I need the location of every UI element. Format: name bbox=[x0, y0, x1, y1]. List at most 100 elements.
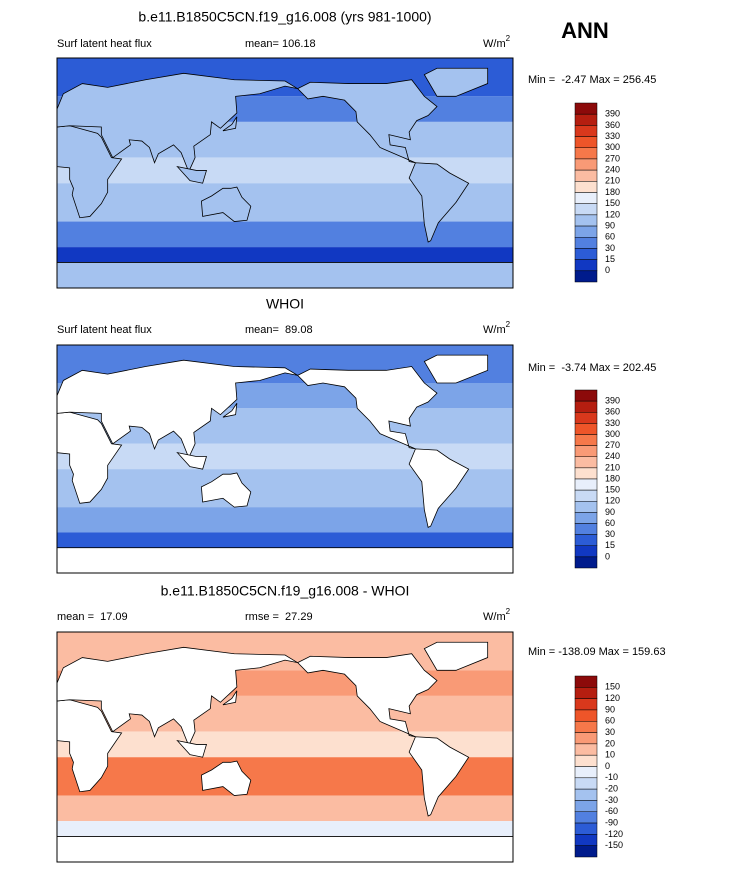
colorbar-label: 180 bbox=[605, 473, 620, 483]
colorbar-box bbox=[574, 811, 598, 824]
colorbar-label: 360 bbox=[605, 120, 620, 130]
colorbar-box bbox=[574, 412, 598, 424]
land bbox=[222, 403, 238, 418]
units: W/m2 bbox=[483, 607, 511, 623]
colorbar-label: 60 bbox=[605, 518, 615, 528]
min-max: Min = -2.47 Max = 256.45 bbox=[528, 74, 656, 86]
colorbar-label: -30 bbox=[605, 795, 618, 805]
colorbar-box bbox=[574, 845, 598, 858]
land bbox=[423, 354, 489, 384]
colorbar-box bbox=[574, 181, 598, 193]
colorbar-label: 120 bbox=[605, 496, 620, 506]
colorbar-label: 150 bbox=[605, 198, 620, 208]
colorbar-label: 0 bbox=[605, 761, 610, 771]
colorbar-box bbox=[574, 456, 598, 469]
map-frame bbox=[56, 57, 514, 289]
colorbar-box bbox=[574, 203, 598, 216]
units: W/m2 bbox=[483, 34, 511, 50]
land bbox=[56, 836, 514, 863]
land bbox=[56, 411, 123, 504]
map bbox=[56, 344, 514, 574]
colorbar-box bbox=[574, 523, 598, 535]
colorbar-label: 270 bbox=[605, 440, 620, 450]
colorbar-box bbox=[574, 259, 598, 272]
colorbar-box bbox=[574, 192, 598, 204]
land bbox=[176, 452, 208, 470]
colorbar-label: 240 bbox=[605, 165, 620, 175]
colorbar-box bbox=[574, 125, 598, 137]
colorbar-label: -20 bbox=[605, 784, 618, 794]
land bbox=[296, 366, 438, 450]
colorbar-label: 300 bbox=[605, 142, 620, 152]
colorbar-box bbox=[574, 721, 598, 733]
left-label: mean = 17.09 bbox=[57, 611, 128, 623]
colorbar-box bbox=[574, 389, 598, 402]
map-frame bbox=[56, 344, 514, 574]
units-sup: 2 bbox=[506, 34, 511, 43]
land bbox=[408, 162, 470, 243]
stat-label: mean= 89.08 bbox=[245, 324, 313, 336]
colorbar-label: 360 bbox=[605, 407, 620, 417]
panel-title: b.e11.B1850C5CN.f19_g16.008 - WHOI bbox=[161, 583, 410, 599]
colorbar-label: 10 bbox=[605, 750, 615, 760]
colorbar-box bbox=[574, 766, 598, 779]
colorbar-label: 15 bbox=[605, 540, 615, 550]
min-max: Min = -3.74 Max = 202.45 bbox=[528, 362, 656, 374]
season-label: ANN bbox=[561, 18, 609, 43]
colorbar-box bbox=[574, 136, 598, 148]
land bbox=[423, 641, 489, 671]
colorbar-label: 120 bbox=[605, 209, 620, 219]
land bbox=[296, 653, 438, 738]
colorbar-label: 390 bbox=[605, 396, 620, 406]
land bbox=[200, 472, 252, 508]
units-base: W/m bbox=[483, 611, 506, 623]
land bbox=[56, 547, 514, 574]
land bbox=[200, 760, 252, 796]
land bbox=[176, 739, 208, 758]
colorbar-box bbox=[574, 788, 598, 801]
colorbar-label: 240 bbox=[605, 451, 620, 461]
colorbar-box bbox=[574, 777, 598, 790]
colorbar-label: 15 bbox=[605, 254, 615, 264]
colorbar-label: 30 bbox=[605, 243, 615, 253]
units-base: W/m bbox=[483, 324, 506, 336]
colorbar-label: 270 bbox=[605, 153, 620, 163]
colorbar-box bbox=[574, 423, 598, 435]
map-field bbox=[57, 507, 513, 533]
colorbar-box bbox=[574, 834, 598, 846]
colorbar-label: 90 bbox=[605, 220, 615, 230]
colorbar-box bbox=[574, 822, 598, 835]
colorbar-label: -90 bbox=[605, 817, 618, 827]
colorbar-box bbox=[574, 556, 598, 569]
colorbar-label: 60 bbox=[605, 232, 615, 242]
colorbar-label: 30 bbox=[605, 727, 615, 737]
colorbar-box bbox=[574, 147, 598, 160]
units: W/m2 bbox=[483, 320, 511, 336]
colorbar-label: 90 bbox=[605, 704, 615, 714]
colorbar-box bbox=[574, 687, 598, 699]
colorbar-box bbox=[574, 800, 598, 812]
colorbar-box bbox=[574, 478, 598, 491]
units-sup: 2 bbox=[506, 320, 511, 329]
colorbar-box bbox=[574, 489, 598, 502]
land bbox=[408, 736, 470, 817]
units-sup: 2 bbox=[506, 607, 511, 616]
colorbar-box bbox=[574, 732, 598, 745]
colorbar-label: 300 bbox=[605, 429, 620, 439]
land bbox=[56, 72, 298, 173]
map bbox=[56, 631, 514, 863]
map-field bbox=[57, 795, 513, 822]
colorbar-box bbox=[574, 675, 598, 688]
map-field bbox=[57, 221, 513, 248]
colorbar-label: 60 bbox=[605, 716, 615, 726]
colorbar-label: 210 bbox=[605, 462, 620, 472]
stat-label: mean= 106.18 bbox=[245, 38, 316, 50]
colorbar-box bbox=[574, 237, 598, 249]
colorbar-box bbox=[574, 512, 598, 524]
panel-title: WHOI bbox=[266, 296, 304, 312]
colorbar-label: 0 bbox=[605, 265, 610, 275]
colorbar-box bbox=[574, 400, 598, 413]
map-frame bbox=[56, 631, 514, 863]
colorbar-box bbox=[574, 248, 598, 260]
